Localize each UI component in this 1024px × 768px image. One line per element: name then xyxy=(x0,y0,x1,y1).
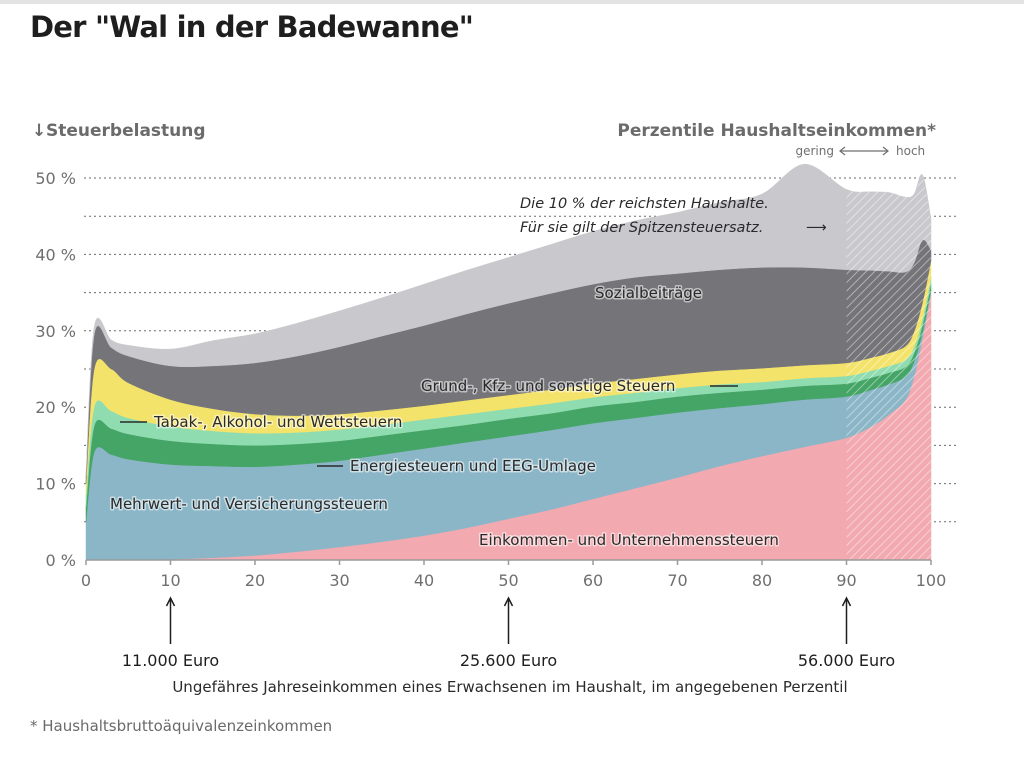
x-tick-label: 50 xyxy=(498,571,518,590)
annotation-reichste: Die 10 % der reichsten Haushalte. xyxy=(520,196,769,212)
x-axis: 0 10 20 30 40 50 60 70 80 90 100 xyxy=(81,559,947,590)
x-tick-label: 40 xyxy=(414,571,434,590)
label-mehrwert: Mehrwert- und Versicherungssteuern xyxy=(110,495,388,513)
marker-arrow-head xyxy=(165,596,176,607)
marker-label: 25.600 Euro xyxy=(460,651,557,670)
y-arrow: ↓ xyxy=(32,121,46,141)
x-tick-label: 0 xyxy=(81,571,91,590)
scale-low-label: gering xyxy=(796,144,835,158)
scale-double-arrow xyxy=(839,146,889,156)
y-tick-labels: 0 % 10 % 20 % 30 % 40 % 50 % xyxy=(35,169,76,570)
label-einkommen: Einkommen- und Unternehmenssteuern xyxy=(479,531,779,549)
series-areas xyxy=(85,163,932,561)
footnote: * Haushaltsbruttoäquivalenzeinkommen xyxy=(30,717,333,735)
income-markers: 11.000 Euro 25.600 Euro 56.000 Euro xyxy=(122,596,895,670)
x-axis-title: Perzentile Haushaltseinkommen* xyxy=(617,121,936,141)
marker-label: 56.000 Euro xyxy=(798,651,895,670)
y-tick-label: 50 % xyxy=(35,169,76,188)
x-tick-label: 70 xyxy=(667,571,687,590)
hatch-overlay xyxy=(846,174,931,560)
y-tick-label: 20 % xyxy=(35,398,76,417)
label-tabak: Tabak-, Alkohol- und Wettsteuern xyxy=(153,413,402,431)
y-axis-title: Steuerbelastung xyxy=(46,121,206,141)
x-tick-label: 100 xyxy=(916,571,947,590)
x-description: Ungefähres Jahreseinkommen eines Erwachs… xyxy=(172,678,847,696)
marker-arrow-head xyxy=(841,596,852,607)
label-energie: Energiesteuern und EEG-Umlage xyxy=(350,457,596,475)
x-tick-label: 10 xyxy=(160,571,180,590)
y-tick-label: 30 % xyxy=(35,322,76,341)
top-rule xyxy=(0,0,1024,4)
label-sozialbeitraege: Sozialbeiträge xyxy=(595,284,702,302)
y-tick-label: 10 % xyxy=(35,475,76,494)
x-tick-label: 80 xyxy=(752,571,772,590)
y-tick-label: 40 % xyxy=(35,245,76,264)
label-grund-kfz: Grund-, Kfz- und sonstige Steuern xyxy=(421,377,675,395)
marker-arrow-head xyxy=(503,596,514,607)
x-tick-label: 20 xyxy=(245,571,265,590)
y-tick-label: 0 % xyxy=(46,551,76,570)
x-tick-label: 30 xyxy=(329,571,349,590)
x-tick-label: 60 xyxy=(583,571,603,590)
scale-high-label: hoch xyxy=(896,144,925,158)
x-tick-label: 90 xyxy=(836,571,856,590)
marker-label: 11.000 Euro xyxy=(122,651,219,670)
top-decile-hatch xyxy=(846,174,931,560)
page-title: Der "Wal in der Badewanne" xyxy=(30,10,474,44)
annotation-arrow: ⟶ xyxy=(806,220,827,236)
annotation-spitzensteuer: Für sie gilt der Spitzensteuersatz. xyxy=(520,220,763,236)
